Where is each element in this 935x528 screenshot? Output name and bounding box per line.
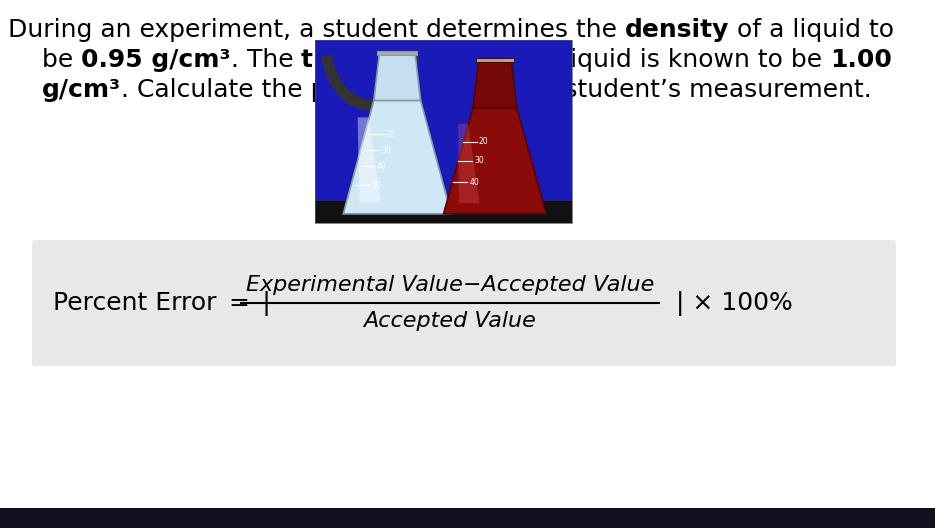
Bar <box>315 40 572 223</box>
Text: Percent Error = |: Percent Error = | <box>53 290 271 316</box>
Polygon shape <box>358 117 381 203</box>
Text: . Calculate the percent error of the student’s measurement.: . Calculate the percent error of the stu… <box>122 78 871 102</box>
Text: 40: 40 <box>377 162 386 171</box>
Text: | × 100%: | × 100% <box>676 290 793 316</box>
Polygon shape <box>343 100 452 214</box>
Text: 40: 40 <box>469 177 479 186</box>
Text: be: be <box>42 48 81 72</box>
Text: true density: true density <box>301 48 474 72</box>
Bar <box>476 58 513 62</box>
Text: of the liquid is known to be: of the liquid is known to be <box>474 48 830 72</box>
Text: 20: 20 <box>479 137 489 146</box>
Bar <box>315 40 572 223</box>
FancyBboxPatch shape <box>32 240 896 366</box>
Text: Accepted Value: Accepted Value <box>364 311 537 331</box>
Polygon shape <box>473 62 517 108</box>
Polygon shape <box>458 124 480 203</box>
Text: . The: . The <box>231 48 301 72</box>
Text: of a liquid to: of a liquid to <box>729 18 895 42</box>
Bar <box>315 201 572 223</box>
Text: During an experiment, a student determines the: During an experiment, a student determin… <box>8 18 625 42</box>
Text: 0.95 g/cm³: 0.95 g/cm³ <box>81 48 231 72</box>
Text: 30: 30 <box>381 146 391 155</box>
Text: 30: 30 <box>474 156 484 165</box>
Text: density: density <box>625 18 729 42</box>
Text: 20: 20 <box>386 130 396 139</box>
Text: Experimental Value−Accepted Value: Experimental Value−Accepted Value <box>246 275 654 295</box>
Text: g/cm³: g/cm³ <box>42 78 122 102</box>
Polygon shape <box>374 54 421 100</box>
Bar <box>0 508 935 528</box>
Polygon shape <box>443 108 546 214</box>
Text: 1.00: 1.00 <box>830 48 892 72</box>
Text: 50: 50 <box>371 181 381 190</box>
Bar <box>377 51 417 54</box>
